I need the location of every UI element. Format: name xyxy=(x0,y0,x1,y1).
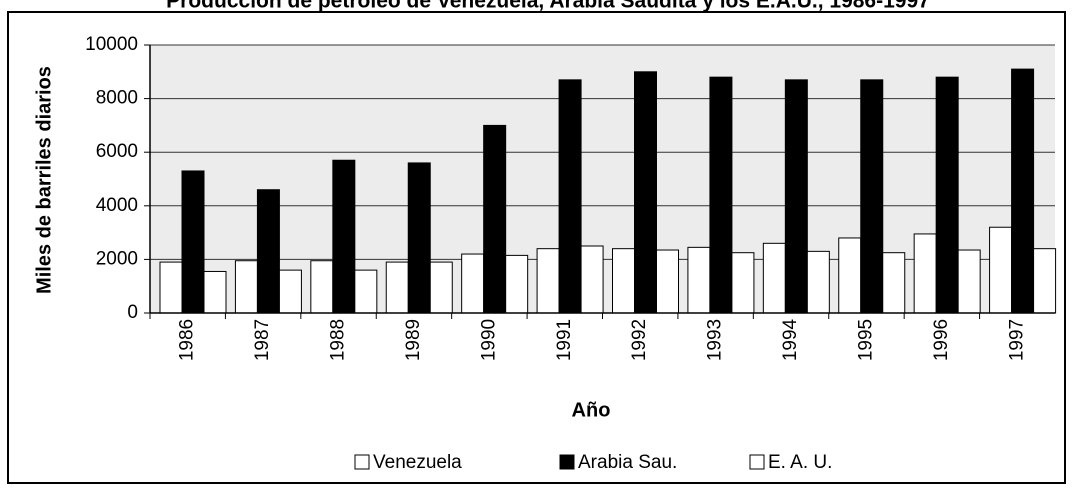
bar xyxy=(687,246,711,314)
x-tick-label: 1987 xyxy=(252,319,273,361)
bar xyxy=(354,269,378,314)
legend-swatch xyxy=(749,454,765,470)
y-tick-label: 8000 xyxy=(96,88,138,109)
bar xyxy=(838,237,862,314)
bar xyxy=(385,261,409,314)
x-tick-label: 1997 xyxy=(1006,319,1027,361)
bar xyxy=(558,79,582,314)
legend-label: Arabia Sau. xyxy=(578,452,677,473)
bar xyxy=(256,189,280,314)
bar xyxy=(203,270,227,314)
x-tick-label: 1991 xyxy=(554,319,575,361)
bar xyxy=(1033,248,1057,314)
bar xyxy=(278,269,302,314)
bar xyxy=(935,76,959,314)
x-tick-label: 1988 xyxy=(328,319,349,361)
bar xyxy=(580,245,604,314)
x-tick-label: 1992 xyxy=(629,319,650,361)
x-tick-label: 1996 xyxy=(931,319,952,361)
legend-swatch xyxy=(559,454,575,470)
chart-title: Producción de petróleo de Venezuela, Ara… xyxy=(166,0,930,13)
x-tick-label: 1994 xyxy=(780,318,801,361)
bar xyxy=(181,170,205,314)
legend-label: Venezuela xyxy=(373,452,462,473)
bar xyxy=(332,159,356,314)
bar xyxy=(159,261,183,314)
bar xyxy=(612,248,635,314)
bar xyxy=(806,250,830,314)
x-tick-label: 1990 xyxy=(478,319,499,361)
x-tick-label: 1993 xyxy=(705,319,726,361)
y-axis-label: Miles de barriles diarios xyxy=(33,66,55,294)
bar xyxy=(784,79,808,314)
bar xyxy=(882,252,906,314)
x-tick-label: 1986 xyxy=(177,319,198,361)
bar xyxy=(957,249,981,314)
bar xyxy=(913,233,937,314)
y-tick-label: 10000 xyxy=(85,34,138,55)
bar xyxy=(860,79,884,314)
y-tick-label: 0 xyxy=(127,302,138,323)
bar xyxy=(483,124,507,314)
bar xyxy=(709,76,733,314)
bar xyxy=(989,226,1013,314)
bar xyxy=(536,248,560,314)
legend-swatch xyxy=(354,454,370,470)
bar xyxy=(461,253,485,314)
x-tick-label: 1995 xyxy=(855,319,876,361)
bar xyxy=(505,254,529,314)
y-tick-label: 6000 xyxy=(96,141,138,162)
y-tick-label: 2000 xyxy=(96,248,138,269)
legend-label: E. A. U. xyxy=(768,452,832,473)
x-tick-label: 1989 xyxy=(403,319,424,361)
bar xyxy=(234,260,258,314)
bar xyxy=(310,260,334,314)
bar xyxy=(634,71,657,314)
bar xyxy=(762,242,786,314)
bar xyxy=(429,261,453,314)
bar xyxy=(1011,68,1035,314)
bar xyxy=(407,162,431,314)
x-axis-label: Año xyxy=(572,399,611,421)
bar xyxy=(731,252,755,314)
y-tick-label: 4000 xyxy=(96,195,138,216)
bar xyxy=(656,249,679,314)
